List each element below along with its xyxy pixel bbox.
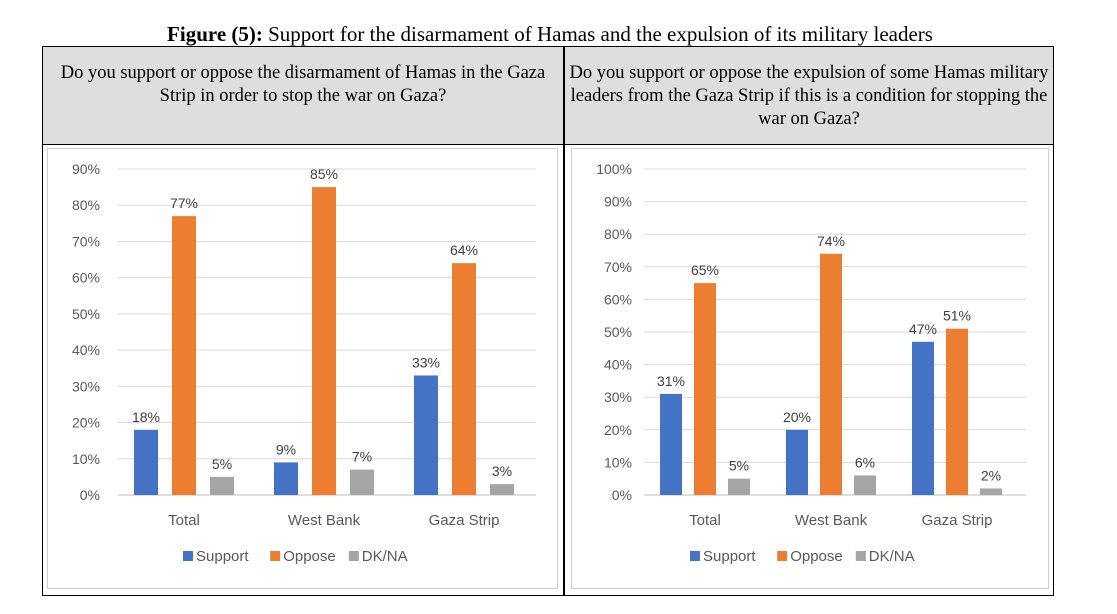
data-label: 77% bbox=[170, 195, 198, 211]
data-label: 9% bbox=[276, 441, 296, 457]
legend-label-dk-na: DK/NA bbox=[869, 548, 915, 565]
bar-dk-na-gaza-strip bbox=[490, 484, 514, 495]
data-label: 85% bbox=[310, 166, 338, 182]
y-tick-label: 40% bbox=[604, 357, 632, 373]
y-tick-label: 70% bbox=[604, 259, 632, 275]
category-label: West Bank bbox=[795, 512, 868, 529]
question-disarmament: Do you support or oppose the disarmament… bbox=[43, 47, 563, 145]
y-tick-label: 70% bbox=[72, 233, 100, 249]
legend-label-support: Support bbox=[196, 548, 249, 565]
legend-swatch-dk-na bbox=[855, 551, 866, 561]
data-label: 64% bbox=[450, 242, 478, 258]
y-tick-label: 20% bbox=[604, 422, 632, 438]
legend-label-dk-na: DK/NA bbox=[362, 548, 408, 565]
legend-label-support: Support bbox=[703, 548, 756, 565]
legend-label-oppose: Oppose bbox=[283, 548, 336, 565]
bar-dk-na-west-bank bbox=[854, 475, 876, 495]
figure-caption: Support for the disarmament of Hamas and… bbox=[262, 22, 933, 46]
category-label: Total bbox=[168, 512, 200, 529]
category-label: West Bank bbox=[288, 512, 361, 529]
bar-support-gaza-strip bbox=[912, 341, 934, 495]
chart-disarmament: 0% 10% 20% 30% 40% 50% 60% 70% 80% 90% 18% 77% 5% Tot… bbox=[72, 161, 536, 565]
chart-disarmament-box: 0% 10% 20% 30% 40% 50% 60% 70% 80% 90% 18% 77% 5% Tot… bbox=[47, 148, 558, 589]
y-tick-label: 10% bbox=[72, 451, 100, 467]
y-tick-label: 0% bbox=[80, 487, 100, 503]
bar-dk-na-gaza-strip bbox=[980, 488, 1002, 495]
bar-support-west-bank bbox=[786, 429, 808, 495]
y-tick-label: 90% bbox=[72, 161, 100, 177]
y-tick-label: 60% bbox=[604, 291, 632, 307]
y-tick-label: 20% bbox=[72, 415, 100, 431]
y-tick-label: 50% bbox=[604, 324, 632, 340]
bar-oppose-total bbox=[694, 283, 716, 495]
data-label: 31% bbox=[657, 373, 685, 389]
y-tick-label: 10% bbox=[604, 454, 632, 470]
y-tick-label: 40% bbox=[72, 342, 100, 358]
data-label: 20% bbox=[783, 409, 811, 425]
question-expulsion: Do you support or oppose the expulsion o… bbox=[565, 47, 1053, 145]
figure-label: Figure (5): bbox=[167, 22, 263, 46]
data-label: 5% bbox=[212, 456, 232, 472]
data-label: 51% bbox=[943, 308, 971, 324]
bar-support-gaza-strip bbox=[414, 375, 438, 495]
legend-swatch-oppose bbox=[777, 551, 788, 561]
bar-oppose-west-bank bbox=[312, 187, 336, 495]
figure-title: Figure (5): Support for the disarmament … bbox=[0, 22, 1100, 47]
figure-frame bbox=[42, 46, 1054, 596]
data-label: 65% bbox=[691, 262, 719, 278]
y-tick-label: 90% bbox=[604, 194, 632, 210]
y-tick-label: 80% bbox=[72, 197, 100, 213]
legend-swatch-dk-na bbox=[348, 551, 359, 561]
panel-divider bbox=[563, 46, 565, 596]
bar-oppose-total bbox=[172, 216, 196, 495]
y-tick-label: 50% bbox=[72, 306, 100, 322]
bar-support-west-bank bbox=[274, 462, 298, 495]
bar-dk-na-total bbox=[728, 478, 750, 495]
data-label: 74% bbox=[817, 233, 845, 249]
legend-swatch-support bbox=[183, 551, 193, 561]
y-tick-label: 100% bbox=[596, 161, 632, 177]
data-label: 6% bbox=[855, 454, 875, 470]
bar-oppose-gaza-strip bbox=[946, 328, 968, 495]
y-tick-label: 30% bbox=[72, 378, 100, 394]
bar-dk-na-total bbox=[210, 476, 234, 495]
bar-dk-na-west-bank bbox=[350, 469, 374, 495]
bar-oppose-gaza-strip bbox=[452, 263, 476, 495]
category-label: Gaza Strip bbox=[922, 512, 993, 529]
category-label: Gaza Strip bbox=[429, 512, 500, 529]
chart-expulsion-box: 0% 10% 20% 30% 40% 50% 60% 70% 80% 90% 100% 31% 65% 5… bbox=[571, 148, 1049, 589]
category-label: Total bbox=[689, 512, 721, 529]
y-tick-label: 80% bbox=[604, 226, 632, 242]
data-label: 7% bbox=[352, 449, 372, 465]
legend-label-oppose: Oppose bbox=[790, 548, 843, 565]
legend-swatch-oppose bbox=[270, 551, 281, 561]
data-label: 33% bbox=[412, 354, 440, 370]
data-label: 47% bbox=[909, 321, 937, 337]
bar-oppose-west-bank bbox=[820, 253, 842, 495]
y-tick-label: 60% bbox=[72, 270, 100, 286]
data-label: 2% bbox=[981, 467, 1001, 483]
data-label: 3% bbox=[492, 463, 512, 479]
y-tick-label: 0% bbox=[612, 487, 632, 503]
chart-expulsion: 0% 10% 20% 30% 40% 50% 60% 70% 80% 90% 100% 31% 65% 5… bbox=[596, 161, 1026, 565]
bar-support-total bbox=[660, 393, 682, 495]
legend-swatch-support bbox=[690, 551, 700, 561]
data-label: 5% bbox=[729, 458, 749, 474]
y-tick-label: 30% bbox=[604, 389, 632, 405]
bar-support-total bbox=[134, 429, 158, 495]
data-label: 18% bbox=[132, 409, 160, 425]
